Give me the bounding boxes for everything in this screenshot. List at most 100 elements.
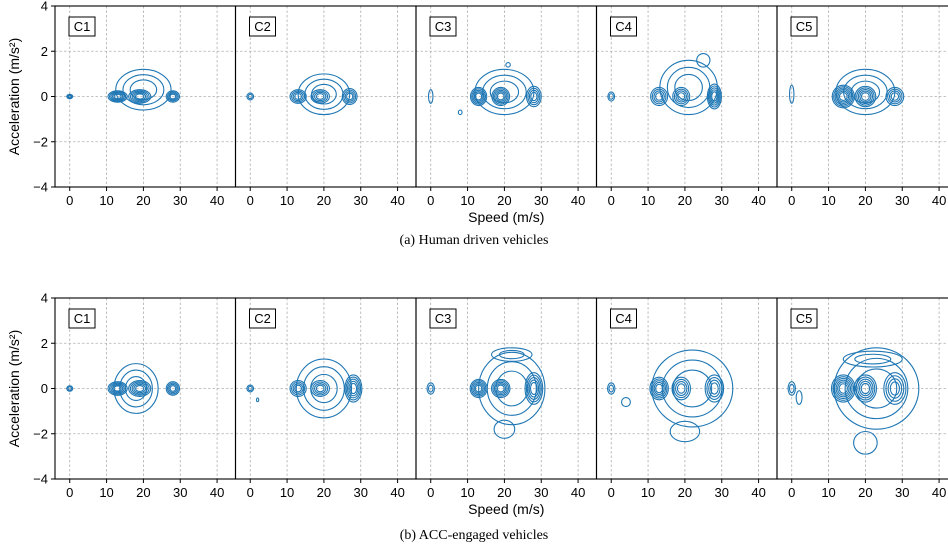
contour-line — [247, 385, 253, 392]
contour-line — [666, 66, 711, 109]
x-tick-label: 10 — [460, 193, 474, 208]
contour-line — [652, 380, 667, 397]
x-tick-label: 40 — [751, 485, 765, 500]
contour-line — [169, 385, 177, 392]
panel-c5: 0 10 20 30 40 C5 — [776, 297, 948, 500]
cluster-tag-box — [429, 16, 457, 37]
contour-line — [709, 87, 720, 106]
panel-frame — [776, 297, 948, 480]
contour-line — [133, 383, 147, 394]
contour-line — [165, 90, 181, 103]
contour-line — [67, 94, 72, 99]
cluster-tag: C5 — [796, 19, 813, 34]
panel-c4: 0 10 20 30 40 C4 — [595, 297, 778, 500]
x-tick-label: 30 — [895, 485, 909, 500]
x-tick-label: 40 — [932, 193, 946, 208]
contour-line — [315, 93, 325, 100]
contour-line — [607, 91, 616, 102]
y-axis-label: Acceleration (m/s²) — [6, 38, 22, 155]
contour-line — [469, 86, 488, 107]
x-tick-label: 20 — [317, 485, 331, 500]
contour-line — [115, 68, 172, 111]
contour-line — [131, 382, 148, 395]
contour-line — [344, 374, 363, 403]
contour-line — [131, 91, 148, 102]
cluster-tag-box — [790, 16, 818, 37]
contour-line — [310, 83, 337, 105]
y-tick-label: 0 — [41, 89, 48, 104]
y-tick-label: 4 — [41, 291, 48, 306]
x-tick-label: 40 — [210, 485, 224, 500]
contour-line — [489, 80, 520, 104]
x-tick-label: 30 — [173, 193, 187, 208]
x-tick-label: 30 — [715, 193, 729, 208]
contour-line — [128, 380, 152, 397]
x-tick-label: 30 — [895, 193, 909, 208]
x-tick-label: 40 — [390, 485, 404, 500]
contour-line — [302, 366, 345, 411]
contour-line — [854, 353, 892, 365]
x-tick-label: 10 — [280, 485, 294, 500]
cluster-tag-box — [790, 308, 818, 329]
contour-line — [855, 368, 898, 409]
panel-c5: 0 10 20 30 40 C5 — [776, 5, 948, 208]
contour-line — [651, 349, 734, 428]
contour-line — [129, 79, 158, 101]
panel-frame — [776, 5, 948, 188]
y-axis-label: Acceleration (m/s²) — [6, 330, 22, 447]
contour-line — [111, 384, 124, 393]
contour-line — [427, 89, 434, 104]
x-tick-label: 20 — [858, 485, 872, 500]
contour-line — [620, 397, 631, 408]
contour-line — [246, 384, 255, 393]
contour-line — [830, 374, 856, 403]
contour-line — [704, 374, 725, 403]
contour-line — [653, 90, 665, 103]
contour-line — [524, 372, 544, 405]
contour-line — [659, 59, 718, 116]
contour-line — [669, 420, 701, 443]
y-tick-label: 0 — [41, 381, 48, 396]
x-tick-label: 30 — [715, 485, 729, 500]
x-tick-label: 10 — [99, 485, 113, 500]
contour-line — [673, 88, 689, 105]
contour-line — [788, 383, 795, 394]
contour-line — [346, 378, 360, 399]
contour-line — [608, 384, 615, 393]
contour-line — [860, 382, 871, 395]
contour-line — [673, 378, 690, 399]
contour-line — [671, 376, 691, 401]
panel-c2: 0 10 20 30 40 C2 — [234, 5, 417, 208]
x-tick-label: 30 — [534, 193, 548, 208]
contour-line — [119, 369, 153, 408]
cluster-tag-box — [249, 308, 276, 329]
contour-line — [470, 380, 487, 397]
contour-line — [166, 382, 179, 395]
contour-line — [853, 374, 878, 403]
contour-line — [129, 90, 150, 103]
contour-line — [312, 90, 329, 103]
contour-line — [493, 381, 508, 396]
contour-line — [854, 85, 877, 108]
x-tick-label: 40 — [751, 193, 765, 208]
subfigure-caption: (b) ACC-engaged vehicles — [400, 528, 549, 543]
contour-line — [831, 84, 855, 109]
y-tick-label: −2 — [33, 134, 48, 149]
contour-line — [315, 384, 325, 393]
contour-line — [474, 68, 535, 116]
contour-line — [843, 74, 888, 110]
contour-line — [608, 93, 614, 100]
contour-line — [246, 92, 255, 101]
contour-line — [67, 386, 73, 391]
subfigure-caption: (a) Human driven vehicles — [400, 233, 549, 248]
contour-line — [834, 87, 853, 106]
contour-line — [649, 376, 669, 401]
panel-c1: 0 10 20 30 40 C1 — [54, 297, 237, 500]
contour-line — [505, 62, 511, 68]
contour-line — [349, 382, 358, 395]
contour-line — [853, 430, 878, 455]
cluster-tag-box — [68, 308, 96, 329]
contour-line — [711, 91, 718, 102]
contour-line — [833, 347, 920, 430]
